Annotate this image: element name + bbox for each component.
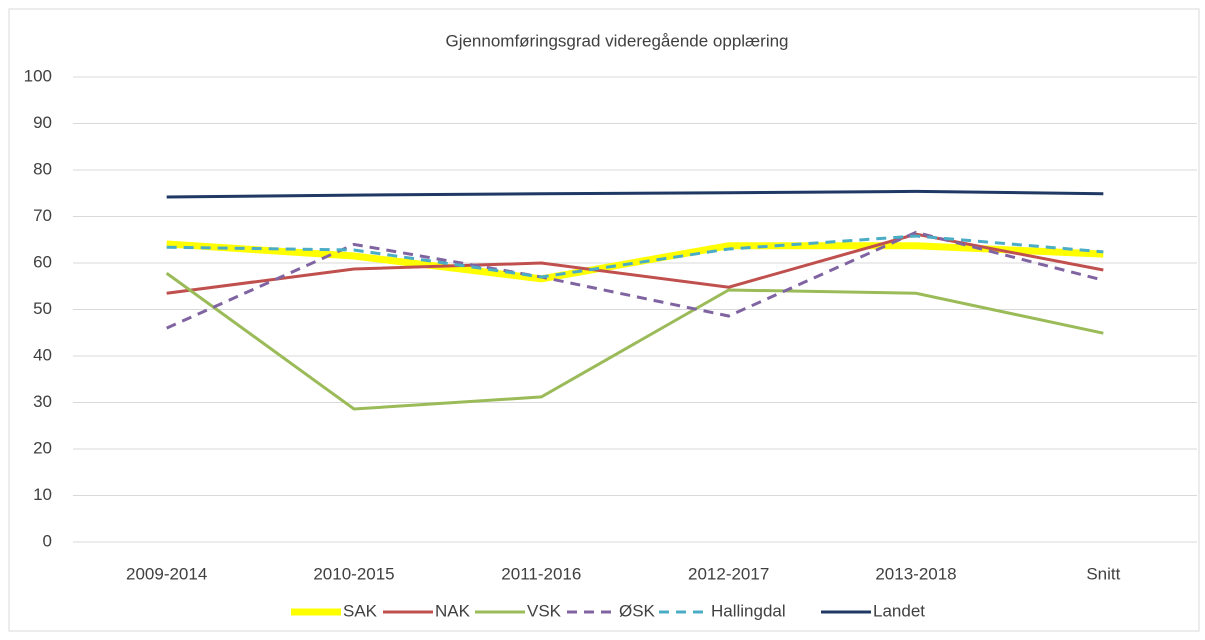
- legend-label: Landet: [873, 601, 925, 620]
- y-tick-label: 80: [33, 159, 52, 178]
- y-tick-label: 90: [33, 113, 52, 132]
- legend-label: SAK: [343, 601, 378, 620]
- y-tick-label: 100: [24, 66, 52, 85]
- series-line: [166, 240, 1104, 283]
- y-tick-label: 60: [33, 252, 52, 271]
- x-tick-label: 2009-2014: [126, 564, 207, 583]
- y-tick-label: 20: [33, 438, 52, 457]
- y-tick-label: 40: [33, 345, 52, 364]
- legend-label: Hallingdal: [711, 601, 786, 620]
- y-tick-label: 0: [43, 531, 52, 550]
- x-tick-label: 2010-2015: [313, 564, 394, 583]
- series-line: [166, 230, 1104, 330]
- series-line: [166, 189, 1104, 199]
- x-tick-label: Snitt: [1086, 564, 1120, 583]
- x-tick-label: 2011-2016: [501, 564, 581, 583]
- legend-label: NAK: [435, 601, 471, 620]
- y-tick-label: 30: [33, 392, 52, 411]
- series-line: [165, 272, 1104, 411]
- series-line: [166, 234, 1104, 279]
- x-tick-label: 2013-2018: [875, 564, 956, 583]
- y-tick-label: 50: [33, 299, 52, 318]
- chart-border: [8, 8, 1200, 632]
- legend-label: ØSK: [619, 601, 656, 620]
- chart-title: Gjennomføringsgrad videregående opplærin…: [445, 31, 788, 50]
- y-tick-label: 10: [33, 485, 52, 504]
- y-tick-label: 70: [33, 206, 52, 225]
- x-tick-label: 2012-2017: [688, 564, 769, 583]
- legend-label: VSK: [527, 601, 562, 620]
